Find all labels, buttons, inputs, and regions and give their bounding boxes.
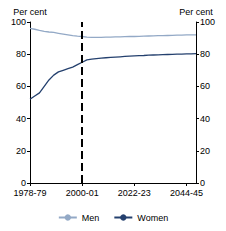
svg-text:2022-23: 2022-23 (118, 188, 151, 198)
svg-text:2000-01: 2000-01 (66, 188, 99, 198)
svg-text:Per cent: Per cent (13, 7, 47, 17)
svg-text:Women: Women (137, 213, 168, 223)
svg-text:60: 60 (200, 81, 210, 91)
svg-text:1978-79: 1978-79 (13, 188, 46, 198)
svg-text:Men: Men (82, 213, 100, 223)
svg-text:20: 20 (200, 146, 210, 156)
svg-text:40: 40 (16, 114, 26, 124)
svg-text:20: 20 (16, 146, 26, 156)
svg-text:80: 80 (200, 49, 210, 59)
svg-text:80: 80 (16, 49, 26, 59)
svg-text:0: 0 (200, 178, 205, 188)
svg-text:40: 40 (200, 114, 210, 124)
svg-text:100: 100 (200, 17, 215, 27)
svg-text:100: 100 (11, 17, 26, 27)
svg-text:Per cent: Per cent (179, 7, 213, 17)
svg-text:60: 60 (16, 81, 26, 91)
svg-text:0: 0 (21, 178, 26, 188)
svg-text:2044-45: 2044-45 (170, 188, 203, 198)
